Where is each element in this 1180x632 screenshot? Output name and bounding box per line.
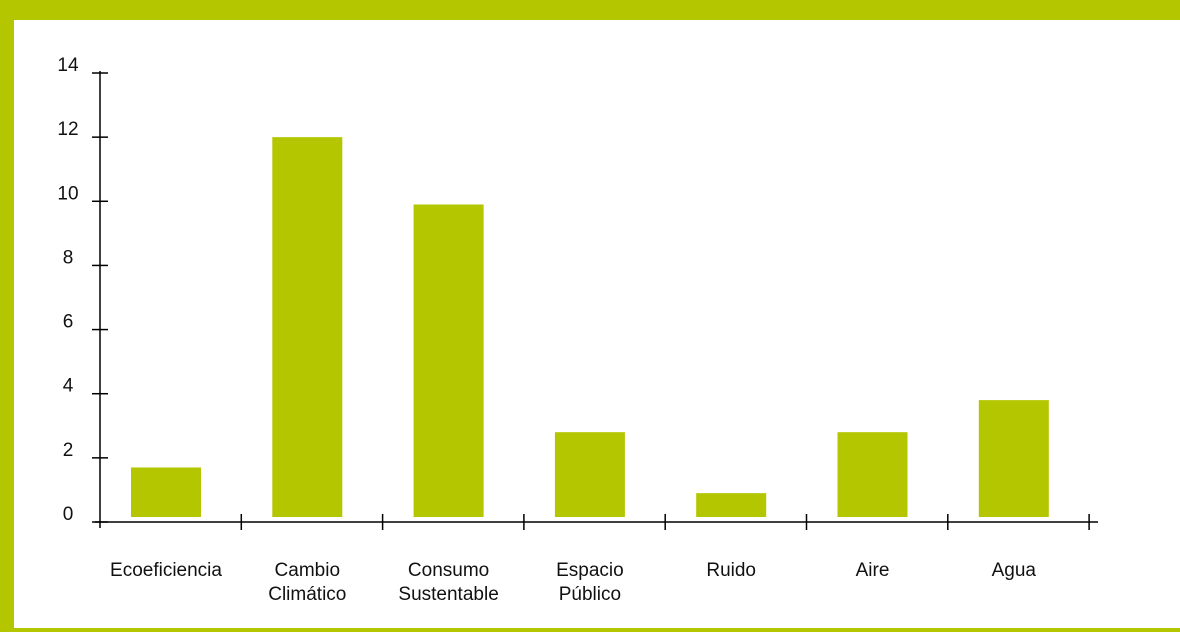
- bar: [554, 432, 625, 517]
- bar: [837, 432, 908, 517]
- x-tick-label: Cambio Climático: [268, 560, 346, 605]
- bar-chart: 0 2 4 6 8 10 12 14 Ecoeficiencia Cambio Climático C…: [57, 55, 1098, 605]
- x-tick-label: Agua: [992, 560, 1037, 581]
- bar: [272, 137, 343, 517]
- bar: [978, 400, 1049, 517]
- bar: [696, 493, 767, 517]
- x-tick-label: Consumo Sustentable: [398, 560, 498, 605]
- y-tick-label: 4: [63, 376, 74, 397]
- y-tick-label: 0: [63, 504, 74, 525]
- frame-top-border: [0, 0, 1180, 20]
- bar: [413, 204, 484, 517]
- x-tick-label: Aire: [856, 560, 890, 581]
- y-tick-label: 2: [63, 440, 74, 461]
- bar: [131, 467, 201, 517]
- x-tick-label: Ruido: [706, 560, 756, 581]
- y-tick-label: 8: [63, 247, 74, 268]
- y-tick-label: 12: [57, 119, 78, 140]
- x-tick-label: Ecoeficiencia: [110, 560, 222, 581]
- y-tick-label: 6: [63, 312, 74, 333]
- y-tick-label: 10: [57, 183, 78, 204]
- frame-left-border: [0, 0, 14, 632]
- frame-bottom-border: [0, 628, 1180, 632]
- x-tick-label: Espacio Público: [556, 560, 624, 605]
- y-tick-label: 14: [57, 55, 79, 76]
